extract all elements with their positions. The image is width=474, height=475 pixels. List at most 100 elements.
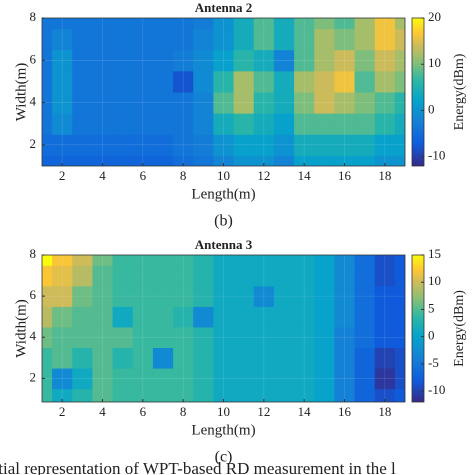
cell <box>253 18 275 30</box>
y-tick-label: 8 <box>30 9 37 24</box>
cell <box>314 92 335 114</box>
x-tick-label: 8 <box>180 404 187 419</box>
cell <box>294 113 315 135</box>
cell <box>213 255 235 266</box>
cell <box>52 306 73 328</box>
cell <box>374 306 396 328</box>
cell <box>314 49 335 72</box>
cell <box>354 18 376 30</box>
cell <box>152 113 174 135</box>
colorbar-tick-label: 0 <box>428 101 435 116</box>
cell <box>314 255 335 266</box>
cell <box>52 92 73 114</box>
cell <box>394 113 405 135</box>
cell <box>253 368 275 390</box>
cell <box>354 28 376 51</box>
cell <box>233 255 255 266</box>
cell <box>152 306 174 328</box>
cell <box>193 306 214 328</box>
cell <box>92 28 114 51</box>
cell <box>354 49 376 72</box>
cell <box>72 70 93 93</box>
cell <box>152 265 174 287</box>
cell <box>294 388 315 402</box>
cell <box>233 49 255 72</box>
cell <box>233 306 255 328</box>
cell <box>112 113 134 135</box>
cell <box>374 92 396 114</box>
cell <box>273 265 295 287</box>
cell <box>374 49 396 72</box>
cell <box>233 134 255 156</box>
cell <box>253 347 275 369</box>
cell <box>354 368 376 390</box>
cell <box>334 255 356 266</box>
plot-frame <box>41 17 406 167</box>
cell <box>42 285 53 307</box>
cell <box>193 92 214 114</box>
cell <box>92 92 114 114</box>
cell <box>132 18 154 30</box>
cell <box>273 255 295 266</box>
cell <box>92 265 114 287</box>
y-tick-label: 6 <box>30 51 37 66</box>
cell <box>374 155 396 166</box>
cell <box>193 70 214 93</box>
cell <box>193 155 214 166</box>
cell <box>213 28 235 51</box>
cell <box>253 326 275 349</box>
cell <box>253 70 275 93</box>
chart-title: Antenna 3 <box>195 237 253 252</box>
cell <box>173 347 194 369</box>
cell <box>253 155 275 166</box>
cell <box>42 18 53 30</box>
colorbar-label: Energy(dBm) <box>452 290 467 367</box>
cell <box>132 388 154 402</box>
cell <box>112 326 134 349</box>
cell <box>213 326 235 349</box>
cell <box>354 134 376 156</box>
cell <box>233 326 255 349</box>
cell <box>173 92 194 114</box>
y-tick-label: 4 <box>30 328 37 343</box>
cell <box>42 388 53 402</box>
cell <box>72 347 93 369</box>
cell <box>213 70 235 93</box>
cell <box>132 285 154 307</box>
cell <box>394 49 405 72</box>
cell <box>334 28 356 51</box>
cell <box>112 265 134 287</box>
cell <box>273 388 295 402</box>
cell <box>394 134 405 156</box>
cell <box>92 326 114 349</box>
cell <box>294 18 315 30</box>
cell <box>193 326 214 349</box>
cell <box>213 155 235 166</box>
cell <box>314 368 335 390</box>
cell <box>72 368 93 390</box>
cell <box>112 134 134 156</box>
cell <box>72 265 93 287</box>
cell <box>314 285 335 307</box>
plot-area <box>42 18 405 166</box>
cell <box>213 92 235 114</box>
cell <box>273 306 295 328</box>
cell <box>42 28 53 51</box>
cell <box>173 70 194 93</box>
cell <box>112 255 134 266</box>
caption: (c) <box>215 449 233 466</box>
cell <box>173 28 194 51</box>
cell <box>52 70 73 93</box>
cell <box>92 368 114 390</box>
cell <box>213 113 235 135</box>
cell <box>193 113 214 135</box>
cell <box>354 255 376 266</box>
cell <box>213 18 235 30</box>
cell <box>314 388 335 402</box>
cell <box>132 70 154 93</box>
cell <box>193 134 214 156</box>
cell <box>72 18 93 30</box>
cell <box>294 155 315 166</box>
cell <box>273 347 295 369</box>
cell <box>112 306 134 328</box>
